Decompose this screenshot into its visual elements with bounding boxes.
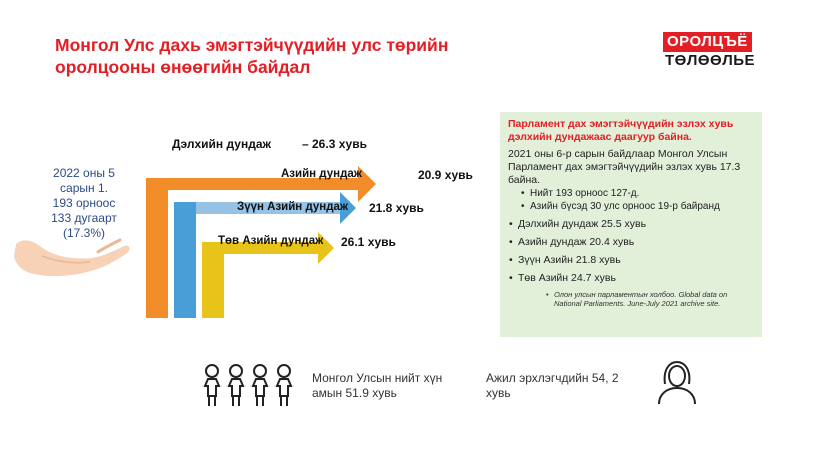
title-line-2: оролцооны өнөөгийн байдал <box>55 57 311 77</box>
logo-bottom-text: ТӨЛӨӨЛЬЕ <box>665 52 756 69</box>
open-hand-icon <box>14 238 130 277</box>
world-average-label: Дэлхийн дундаж <box>172 137 271 151</box>
parliament-info-panel: Парламент дах эмэгтэйчүүдийн эзлэх хувь … <box>500 112 762 337</box>
panel-intro: 2021 оны 6-р сарын байдлаар Монгол Улсын… <box>508 148 741 186</box>
averages-list: Дэлхийн дундаж 25.5 хувь Азийн дундаж 20… <box>508 218 754 285</box>
brand-logo: ОРОЛЦЪЁ ТӨЛӨӨЛЬЕ <box>663 32 763 70</box>
list-item: Төв Азийн 24.7 хувь <box>509 272 754 285</box>
list-item: Азийн дундаж 20.4 хувь <box>509 236 754 249</box>
regional-average-arrows <box>146 166 376 318</box>
workforce-share-text: Ажил эрхлэгчдийн 54, 2 хувь <box>486 371 619 400</box>
title-line-1: Монгол Улс дахь эмэгтэйчүүдийн улс төрий… <box>55 35 449 55</box>
list-item: Дэлхийн дундаж 25.5 хувь <box>509 218 754 231</box>
woman-icon <box>658 360 696 405</box>
list-item: Зүүн Азийн 21.8 хувь <box>509 254 754 267</box>
rank-sub-list: Нийт 193 орноос 127-д. Азийн бүсэд 30 ул… <box>508 188 754 213</box>
central-asia-average-arrow <box>202 232 334 318</box>
asia-average-value: 20.9 хувь <box>418 168 473 182</box>
source-note: Олон улсын парламентын холбоо. Global da… <box>546 290 754 308</box>
rank-line-3: 193 орноос <box>52 196 116 210</box>
world-average-value: – 26.3 хувь <box>302 137 367 151</box>
list-item: Азийн бүсэд 30 улс орноос 19-р байранд <box>521 201 754 213</box>
logo-top-text: ОРОЛЦЪЁ <box>663 32 752 52</box>
page-title: Монгол Улс дахь эмэгтэйчүүдийн улс төрий… <box>55 34 475 78</box>
panel-heading: Парламент дах эмэгтэйчүүдийн эзлэх хувь … <box>508 118 734 143</box>
four-women-icon <box>203 364 293 406</box>
rank-line-4: 133 дугаарт <box>51 211 117 225</box>
east-asia-average-value: 21.8 хувь <box>369 201 424 215</box>
list-item: Нийт 193 орноос 127-д. <box>521 188 754 200</box>
asia-average-label: Азийн дундаж <box>281 168 362 180</box>
rank-line-5: (17.3%) <box>62 226 106 240</box>
rank-line-2: сарын 1. <box>60 181 108 195</box>
asia-average-arrow <box>146 166 376 318</box>
central-asia-average-value: 26.1 хувь <box>341 235 396 249</box>
rank-line-1: 2022 оны 5 <box>53 166 115 180</box>
population-share-text: Монгол Улсын нийт хүн амын 51.9 хувь <box>312 371 443 400</box>
central-asia-average-label: Төв Азийн дундаж <box>218 235 324 247</box>
mongolia-rank-text: 2022 оны 5 сарын 1. 193 орноос 133 дугаа… <box>20 166 148 241</box>
east-asia-average-label: Зүүн Азийн дундаж <box>237 201 349 213</box>
